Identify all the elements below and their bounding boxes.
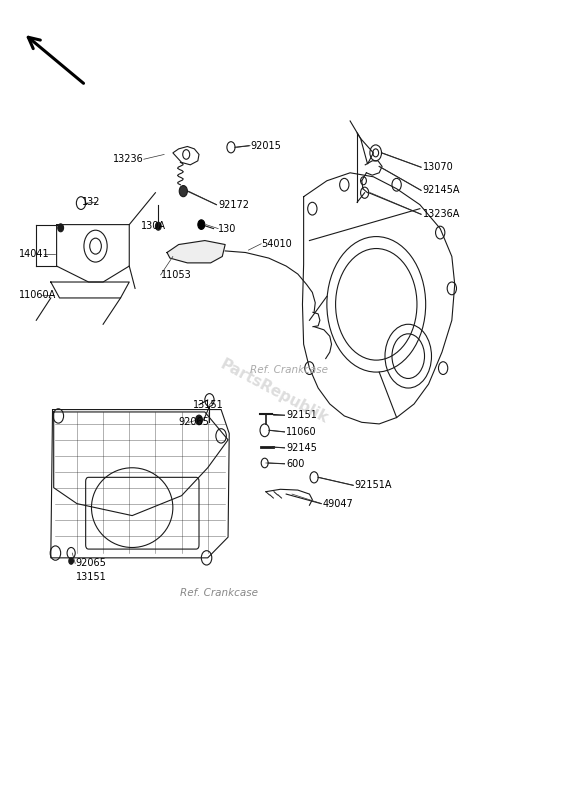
Text: PartsRepublik: PartsRepublik [218,358,331,427]
Text: 130: 130 [218,223,237,234]
Text: 49047: 49047 [323,498,353,509]
Text: 92145A: 92145A [423,186,460,195]
Text: 92145: 92145 [286,443,317,453]
Text: 11060A: 11060A [19,290,56,300]
Text: 92065: 92065 [76,558,107,569]
Text: 54010: 54010 [261,238,292,249]
Text: 132: 132 [82,198,100,207]
Polygon shape [167,241,225,263]
Text: 14041: 14041 [19,249,50,259]
Text: 13151: 13151 [76,572,106,582]
Text: 92151A: 92151A [354,480,392,490]
Circle shape [155,222,161,230]
Text: 92015: 92015 [250,141,281,150]
Text: Ref. Crankcase: Ref. Crankcase [180,588,258,598]
Text: Ref. Crankcase: Ref. Crankcase [250,365,328,374]
Text: 13070: 13070 [423,162,454,172]
Text: 92065: 92065 [179,418,210,427]
Text: 11060: 11060 [286,427,317,437]
Text: 130A: 130A [141,222,166,231]
Circle shape [58,224,64,232]
Text: 92172: 92172 [218,200,249,210]
Text: 600: 600 [286,458,305,469]
Text: 13236A: 13236A [423,210,460,219]
Text: 13236: 13236 [113,154,144,164]
Circle shape [69,558,74,564]
Circle shape [198,220,205,230]
Text: 13151: 13151 [193,400,224,410]
Text: 11053: 11053 [161,270,192,280]
Circle shape [179,186,187,197]
Text: 92151: 92151 [286,410,317,420]
Circle shape [196,415,203,425]
